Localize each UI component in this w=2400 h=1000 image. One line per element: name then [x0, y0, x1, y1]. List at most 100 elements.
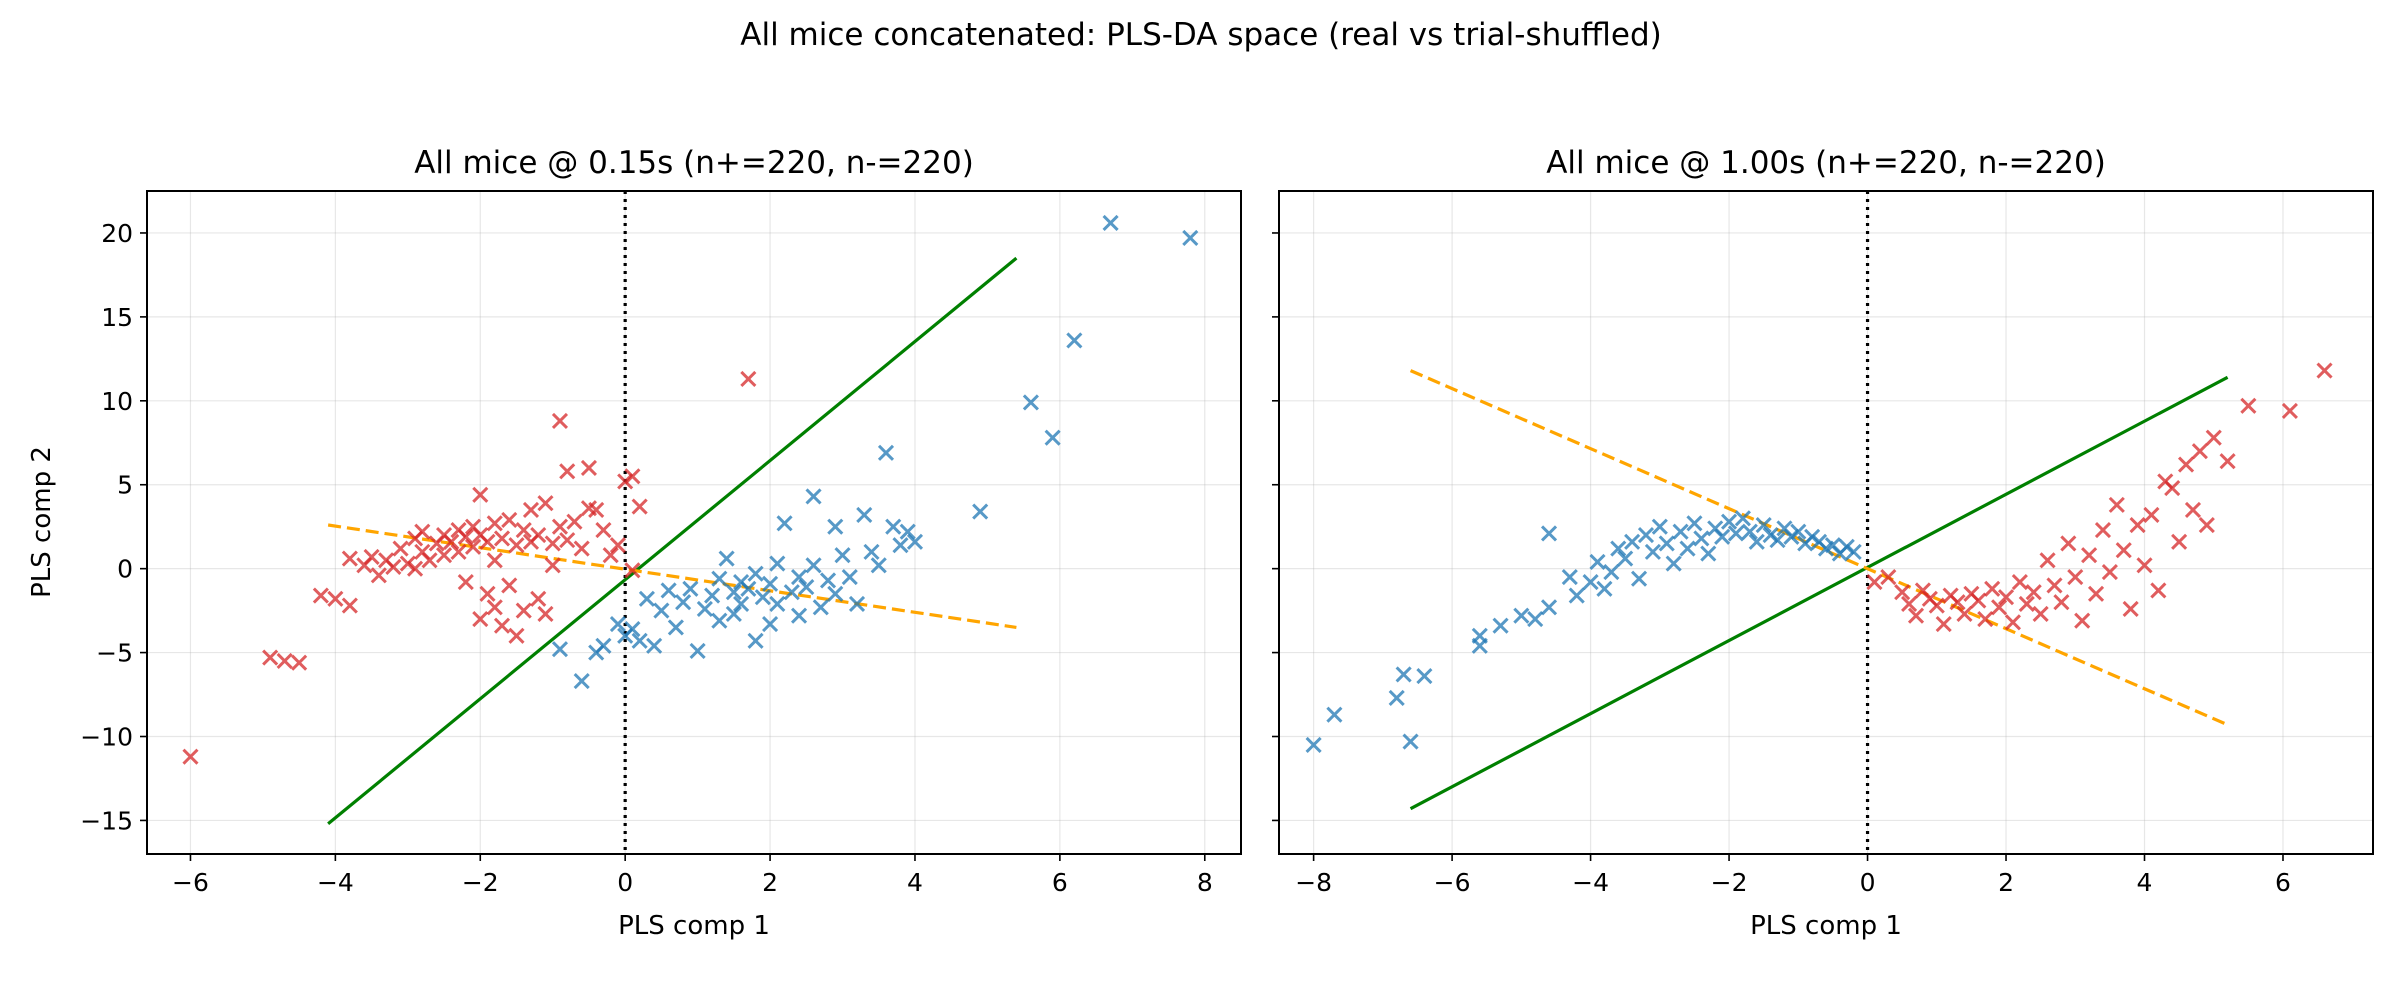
scatter-point: [747, 632, 764, 649]
scatter-point: [515, 521, 532, 539]
scatter-point: [762, 575, 779, 592]
dashed-orange-line: [327, 523, 1017, 629]
scatter-point: [363, 548, 380, 565]
scatter-point: [559, 532, 576, 549]
scatter-point: [573, 673, 590, 690]
panel-right-decision-lines: [1409, 369, 2229, 811]
x-tick-label: 4: [907, 868, 923, 897]
scatter-point: [1402, 733, 1419, 750]
solid-green-line: [1409, 375, 2229, 811]
scatter-point: [1568, 587, 1585, 604]
scatter-point: [1984, 580, 2001, 597]
x-tick-label: −6: [172, 868, 209, 897]
panel-right-frame: [1278, 190, 2374, 855]
x-tick-label: −4: [1572, 868, 1609, 897]
scatter-point: [573, 540, 590, 557]
scatter-point: [2150, 582, 2167, 599]
series-0-points: [1305, 510, 1862, 753]
scatter-point: [1658, 535, 1675, 552]
scatter-point: [1769, 532, 1786, 549]
scatter-point: [1894, 584, 1911, 601]
scatter-point: [885, 518, 902, 535]
scatter-point: [1790, 523, 1807, 540]
scatter-point: [725, 584, 742, 601]
scatter-point: [906, 533, 924, 550]
scatter-point: [493, 617, 511, 634]
scatter-point: [972, 503, 989, 520]
scatter-point: [1741, 523, 1758, 540]
scatter-point: [385, 558, 402, 576]
scatter-point: [602, 547, 619, 564]
scatter-point: [1589, 553, 1606, 571]
panel-left-decision-lines: [327, 256, 1018, 826]
y-tick-label: 0: [117, 555, 133, 584]
scatter-point: [479, 533, 496, 550]
scatter-point: [646, 637, 663, 654]
scatter-point: [595, 637, 612, 654]
scatter-point: [1997, 589, 2015, 606]
scatter-point: [783, 584, 800, 601]
scatter-point: [805, 488, 822, 505]
scatter-point: [1182, 229, 1199, 247]
scatter-point: [617, 473, 634, 490]
scatter-point: [696, 600, 713, 618]
panel-right-xlabel: PLS comp 1: [1750, 911, 1902, 941]
scatter-point: [1388, 689, 1405, 706]
scatter-point: [1066, 332, 1083, 349]
scatter-point: [653, 602, 670, 619]
scatter-point: [1471, 627, 1488, 644]
scatter-point: [421, 552, 438, 569]
panel-left-ylabel: PLS comp 2: [27, 446, 57, 598]
scatter-point: [472, 610, 489, 628]
scatter-point: [1928, 597, 1945, 614]
y-tick-label: 20: [101, 219, 133, 248]
scatter-point: [638, 590, 655, 607]
scatter-point: [609, 615, 626, 633]
panel-right-points: [1305, 362, 2333, 753]
scatter-point: [566, 513, 583, 530]
scatter-point: [1665, 555, 1682, 572]
scatter-point: [2164, 480, 2181, 497]
scatter-point: [1326, 706, 1343, 723]
scatter-point: [790, 568, 808, 586]
y-tick-label: −5: [96, 639, 133, 668]
x-tick-label: 0: [617, 868, 633, 897]
scatter-point: [312, 587, 329, 604]
scatter-point: [479, 585, 496, 602]
scatter-point: [2115, 542, 2132, 559]
x-tick-label: −8: [1295, 868, 1332, 897]
scatter-point: [182, 748, 199, 765]
scatter-point: [262, 649, 279, 666]
scatter-point: [1624, 533, 1641, 550]
scatter-point: [551, 518, 569, 535]
panel-right-title: All mice @ 1.00s (n+=220, n-=220): [1546, 145, 2106, 181]
scatter-point: [776, 515, 793, 532]
scatter-point: [624, 621, 641, 638]
scatter-point: [1693, 530, 1710, 547]
scatter-point: [863, 543, 880, 560]
scatter-point: [1644, 543, 1661, 560]
scatter-point: [841, 568, 858, 586]
scatter-point: [827, 585, 844, 602]
scatter-point: [588, 501, 605, 518]
scatter-point: [2039, 552, 2056, 569]
scatter-point: [341, 597, 358, 614]
scatter-point: [2171, 533, 2188, 550]
scatter-point: [2101, 563, 2118, 581]
scatter-point: [624, 468, 641, 485]
scatter-point: [1513, 607, 1530, 624]
scatter-point: [1637, 527, 1655, 544]
x-tick-label: 4: [2137, 868, 2153, 897]
scatter-point: [667, 619, 684, 636]
scatter-point: [1022, 394, 1039, 411]
scatter-point: [530, 527, 547, 544]
panel-left-points: [182, 214, 1199, 765]
scatter-point: [2032, 605, 2049, 623]
scatter-point: [435, 547, 453, 564]
x-tick-label: −4: [317, 868, 354, 897]
scatter-point: [718, 550, 735, 567]
scatter-point: [1727, 525, 1745, 542]
scatter-point: [291, 654, 308, 671]
scatter-point: [1714, 528, 1731, 545]
scatter-point: [472, 486, 489, 503]
